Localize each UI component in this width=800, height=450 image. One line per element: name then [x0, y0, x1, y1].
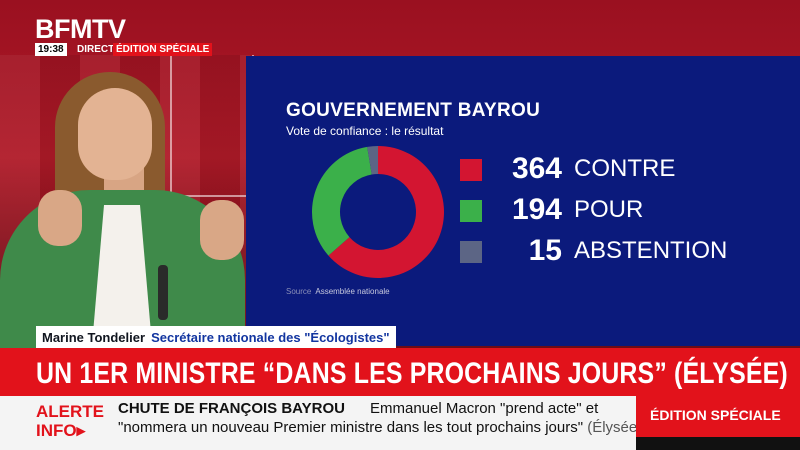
headline-text: UN 1ER MINISTRE “DANS LES PROCHAINS JOUR…	[36, 357, 788, 390]
microphone	[158, 265, 168, 320]
legend-row-pour: 194 POUR	[460, 195, 750, 225]
alert-label-info: INFO	[36, 421, 77, 440]
speaker-left-hand	[38, 190, 82, 246]
headline-bar: UN 1ER MINISTRE “DANS LES PROCHAINS JOUR…	[0, 348, 800, 396]
count-contre: 364	[511, 152, 562, 185]
source-value: Assemblée nationale	[315, 287, 390, 296]
live-indicator: DIRECT	[77, 44, 115, 55]
speaker-name: Marine Tondelier	[42, 329, 146, 345]
legend-row-contre: 364 CONTRE	[460, 154, 750, 184]
legend-swatch-pour	[460, 200, 482, 222]
edition-badge-top: ÉDITION SPÉCIALE	[113, 43, 213, 56]
label-contre: CONTRE	[574, 155, 676, 182]
speaker-right-hand	[200, 200, 244, 260]
ticker-subject: CHUTE DE FRANÇOIS BAYROU	[118, 400, 345, 417]
donut-slice-abstention	[367, 146, 378, 175]
ticker-line2: "nommera un nouveau Premier ministre dan…	[118, 419, 642, 436]
edition-badge-text: ÉDITION SPÉCIALE	[650, 407, 781, 423]
play-arrow-icon: ▸	[76, 421, 86, 440]
count-abstention: 15	[528, 234, 562, 267]
source-note: Source Assemblée nationale	[286, 287, 390, 296]
edition-badge-underline	[636, 437, 800, 450]
alert-label-line2: INFO▸	[36, 421, 85, 440]
edition-badge-bottom: ÉDITION SPÉCIALE	[636, 396, 800, 450]
legend-swatch-contre	[460, 159, 482, 181]
ticker-line2-source: (Élysée)	[587, 419, 643, 436]
channel-logo: BFMTV	[35, 14, 126, 44]
count-pour: 194	[511, 193, 562, 226]
donut-slice-contre	[328, 146, 444, 278]
speaker-face	[78, 88, 152, 180]
donut-slice-pour	[312, 146, 372, 256]
alert-ticker: ALERTE INFO▸ CHUTE DE FRANÇOIS BAYROU Em…	[0, 396, 800, 450]
label-abstention: ABSTENTION	[574, 237, 728, 264]
label-pour: POUR	[574, 196, 644, 223]
legend-row-abstention: 15 ABSTENTION	[460, 236, 750, 266]
studio-frame	[170, 55, 254, 197]
source-label: Source	[286, 287, 312, 296]
graphic-title: GOUVERNEMENT BAYROU	[286, 100, 541, 121]
results-panel: GOUVERNEMENT BAYROU Vote de confiance : …	[246, 56, 800, 346]
ticker-line2-text: "nommera un nouveau Premier ministre dan…	[118, 419, 584, 436]
alert-label-line1: ALERTE	[36, 402, 104, 421]
legend-swatch-abstention	[460, 241, 482, 263]
speaker-name-strip: Marine Tondelier Secrétaire nationale de…	[36, 326, 396, 348]
donut-chart	[312, 146, 444, 278]
ticker-line1: Emmanuel Macron "prend acte" et	[370, 400, 599, 417]
speaker-role: Secrétaire nationale des "Écologistes"	[151, 329, 390, 345]
clock: 19:38	[35, 43, 67, 56]
graphic-subtitle: Vote de confiance : le résultat	[286, 124, 444, 138]
